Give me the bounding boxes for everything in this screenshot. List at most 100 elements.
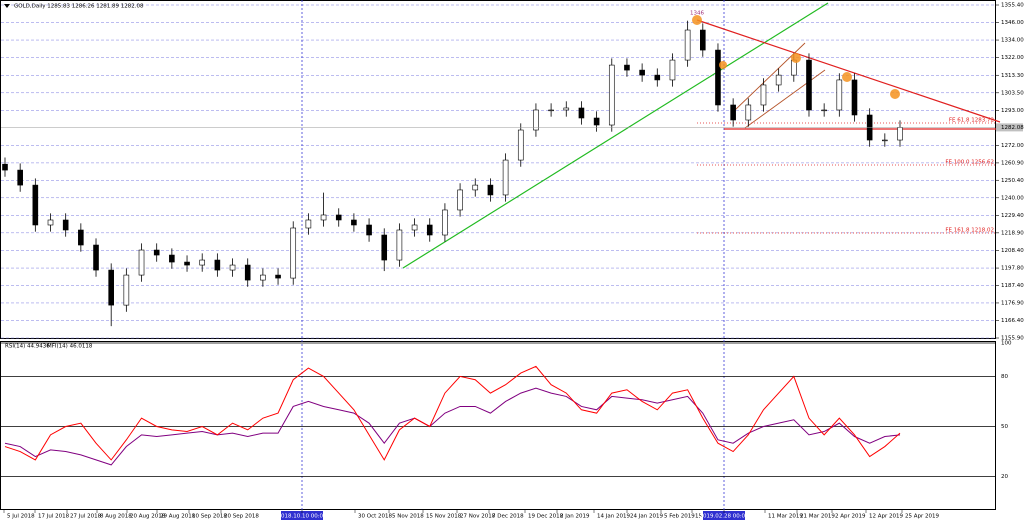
trend-line	[696, 19, 1001, 123]
candle-body	[2, 163, 8, 171]
candle-body	[260, 274, 266, 281]
indicator-line	[4, 387, 901, 466]
candle-body	[108, 269, 114, 306]
date-highlight	[281, 511, 323, 520]
x-tick-label: 24 Jan 2019	[630, 514, 663, 520]
candle-body	[305, 219, 312, 229]
candle-body	[123, 274, 130, 306]
candle-body	[335, 214, 342, 221]
candle-body	[639, 69, 645, 76]
candle-body	[169, 254, 175, 263]
x-tick-label: 10 Sep 2018	[192, 514, 227, 520]
candle-body	[851, 79, 858, 116]
x-tick-label: 2018.10.10 00:00	[277, 514, 327, 520]
x-tick-label: 8 Aug 2018	[100, 514, 132, 520]
x-tick-label: 2019.02.28 00:00	[699, 514, 749, 520]
x-tick-label: 25 Apr 2019	[905, 514, 940, 520]
y-tick-label: 1334.00	[1001, 38, 1024, 44]
x-tick-label: 11 Mar 2019	[768, 514, 803, 520]
trend-line	[402, 2, 829, 269]
candle-body	[487, 184, 494, 196]
y-tick-label: 1187.40	[1001, 283, 1024, 289]
y-tick-label: 1272.00	[1001, 143, 1024, 149]
candle-body	[821, 109, 827, 112]
candle-body	[93, 244, 99, 271]
candle-body	[684, 29, 691, 61]
candle-body	[563, 107, 570, 111]
candle-body	[381, 234, 388, 261]
candle-body	[275, 274, 281, 279]
x-tick-label: 5 Feb 2019	[664, 514, 695, 520]
candle-body	[62, 219, 69, 231]
y-tick-label: 80	[1001, 374, 1008, 380]
candle-body	[229, 264, 236, 271]
price-frame	[0, 0, 996, 339]
y-tick-label: 1303.50	[1001, 90, 1024, 96]
fe-label: FE 100.0 1256.62	[945, 160, 994, 166]
candle-body	[897, 127, 903, 141]
x-tick-label: 20 Aug 2018	[130, 514, 166, 520]
fe-label: FE 61.8 1283.72	[949, 118, 994, 124]
y-tick-label: 1197.80	[1001, 266, 1024, 272]
y-tick-label: 1346.00	[1001, 20, 1024, 26]
candle-body	[533, 109, 539, 131]
y-tick-label: 1355.40	[1001, 3, 1024, 9]
candle-body	[775, 74, 782, 86]
x-tick-label: 2 Apr 2019	[835, 514, 866, 520]
x-tick-label: 27 Nov 2018	[460, 514, 496, 520]
indicator-label: RSI(14) 44.9436	[5, 344, 50, 350]
indicator-frame	[0, 341, 996, 510]
fe-label: FE 161.8 1218.02	[945, 228, 994, 234]
candle-body	[578, 107, 585, 119]
y-tick-label: 1240.00	[1001, 195, 1024, 201]
candle-body	[624, 64, 630, 71]
candle-body	[17, 169, 23, 186]
candle-body	[214, 259, 221, 271]
chart-title: GOLD,Daily 1285.83 1286.26 1281.89 1282.…	[14, 4, 144, 10]
candle-body	[457, 189, 463, 211]
y-tick-label: 100	[1001, 341, 1012, 347]
candle-body	[442, 209, 448, 236]
candle-body	[153, 249, 160, 256]
y-tick-label: 1260.90	[1001, 160, 1024, 166]
y-tick-label: 1176.90	[1001, 300, 1024, 306]
y-tick-label: 50	[1001, 424, 1008, 430]
x-tick-label: 20 Sep 2018	[224, 514, 259, 520]
x-tick-label: 27 Jul 2018	[70, 514, 102, 520]
candle-body	[548, 109, 554, 112]
candle-body	[699, 29, 706, 51]
x-tick-label: 21 Mar 2019	[800, 514, 835, 520]
candle-body	[290, 227, 297, 279]
candle-body	[654, 74, 661, 81]
y-tick-label: 20	[1001, 474, 1008, 480]
candle-body	[366, 224, 372, 236]
y-tick-label: 1250.40	[1001, 178, 1024, 184]
y-tick-label: 1208.40	[1001, 248, 1024, 254]
candle-body	[47, 219, 54, 226]
marker	[791, 53, 801, 63]
candle-body	[138, 249, 145, 276]
candle-body	[78, 229, 84, 246]
grid	[1, 4, 995, 339]
indicator-label: MFI(14) 46.0118	[47, 344, 93, 350]
y-tick-label: 1293.00	[1001, 108, 1024, 114]
candle-body	[669, 59, 676, 81]
marker	[692, 15, 702, 25]
candle-body	[426, 224, 433, 236]
marker	[842, 72, 852, 82]
candle-body	[760, 84, 767, 106]
x-tick-label: 14 Jan 2019	[597, 514, 630, 520]
x-tick-label: 29 Aug 2018	[160, 514, 196, 520]
y-tick-label: 1322.00	[1001, 55, 1024, 61]
candle-body	[351, 219, 357, 226]
marker	[719, 61, 727, 69]
x-tick-label: 17 Jul 2018	[38, 514, 70, 520]
candle-body	[396, 229, 403, 261]
candle-body	[517, 129, 524, 161]
x-tick-label: 12 Apr 2019	[869, 514, 904, 520]
x-tick-label: 15 Nov 2018	[426, 514, 462, 520]
candle-body	[745, 104, 752, 121]
x-tick-label: 19 Dec 2018	[528, 514, 564, 520]
candle-body	[411, 224, 418, 231]
